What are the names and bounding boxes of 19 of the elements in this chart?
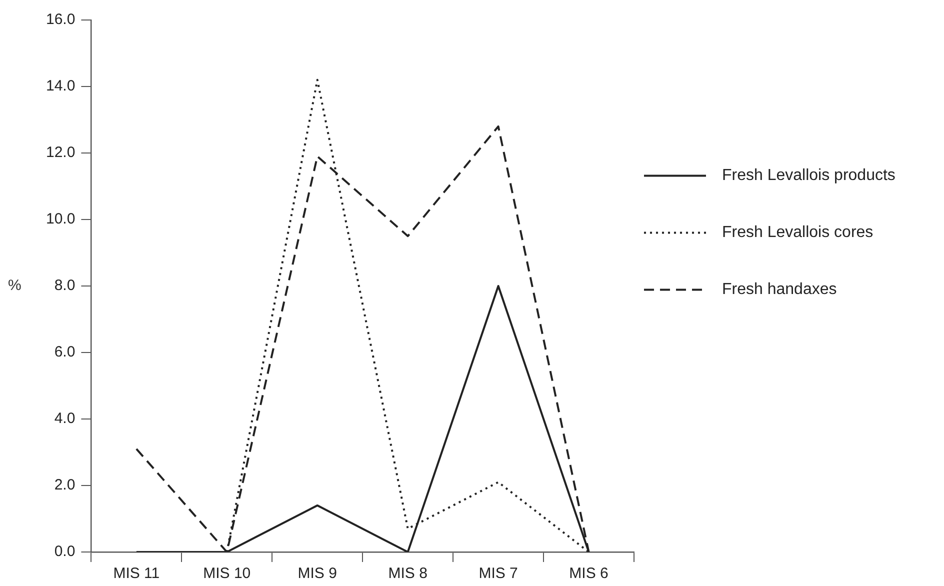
legend-label: Fresh Levallois products — [722, 167, 896, 184]
x-tick-label: MIS 10 — [203, 565, 251, 582]
y-tick-label: 12.0 — [46, 144, 76, 162]
y-tick-label: 4.0 — [54, 410, 76, 428]
legend-label: Fresh Levallois cores — [722, 224, 874, 242]
y-tick-label: 6.0 — [54, 344, 76, 361]
y-tick-label: 0.0 — [54, 543, 76, 560]
x-tick-label: MIS 7 — [478, 565, 518, 582]
y-tick-label: 14.0 — [46, 78, 76, 95]
x-tick-label: MIS 11 — [113, 565, 160, 582]
legend-label: Fresh handaxes — [722, 281, 837, 298]
x-tick-label: MIS 9 — [298, 565, 337, 582]
x-tick-label: MIS 8 — [388, 565, 428, 582]
x-tick-label: MIS 6 — [569, 565, 608, 582]
y-tick-label: 8.0 — [54, 277, 76, 294]
y-tick-label: 16.0 — [46, 11, 76, 28]
y-axis-title: % — [8, 277, 22, 294]
y-tick-label: 10.0 — [46, 210, 76, 228]
y-tick-label: 2.0 — [54, 476, 76, 494]
